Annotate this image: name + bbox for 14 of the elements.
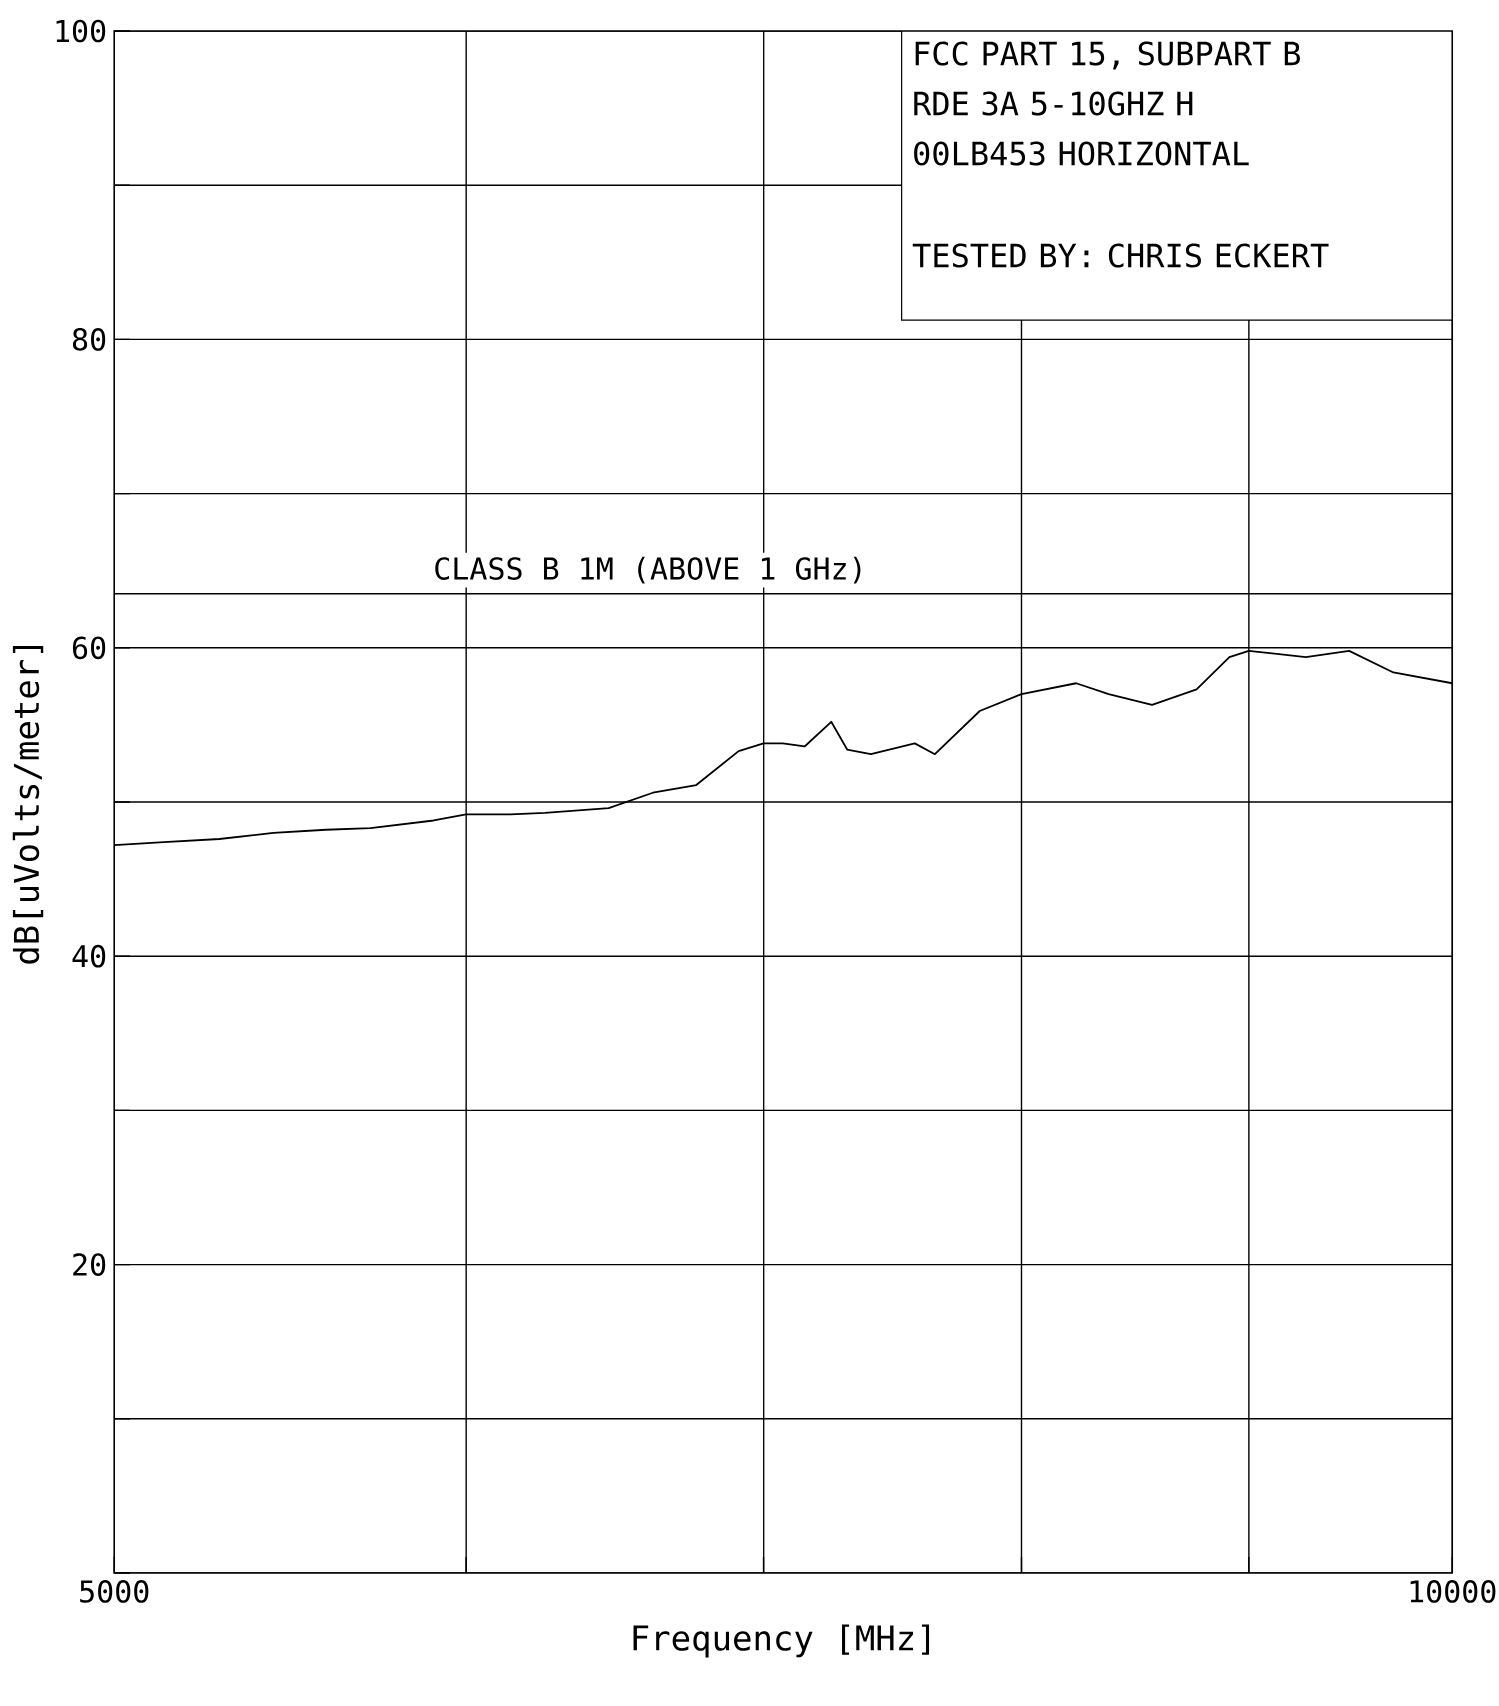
x-axis-title: Frequency [MHz]	[633, 1624, 930, 1658]
y-axis-title: dB[uVolts/meter]	[12, 645, 44, 964]
y-tick-label: 100	[56, 19, 106, 43]
x-tick-label: 5000	[80, 1580, 149, 1603]
y-tick-label: 60	[72, 636, 106, 660]
ref-line-label: CLASS B 1M (ABOVE 1 GHz)	[435, 556, 861, 584]
annotation: RDE 3A 5-10GHZ H	[914, 91, 1193, 116]
annotation: FCC PART 15, SUBPART B	[915, 41, 1300, 70]
y-tick-label: 20	[73, 1253, 106, 1276]
annotation: TESTED BY: CHRIS ECKERT	[912, 243, 1329, 268]
y-tick-label: 80	[72, 328, 106, 351]
x-tick-label: 10000	[1410, 1580, 1496, 1603]
y-tick-label: 40	[72, 944, 106, 968]
annotation: 00LB453 HORIZONTAL	[914, 141, 1249, 166]
